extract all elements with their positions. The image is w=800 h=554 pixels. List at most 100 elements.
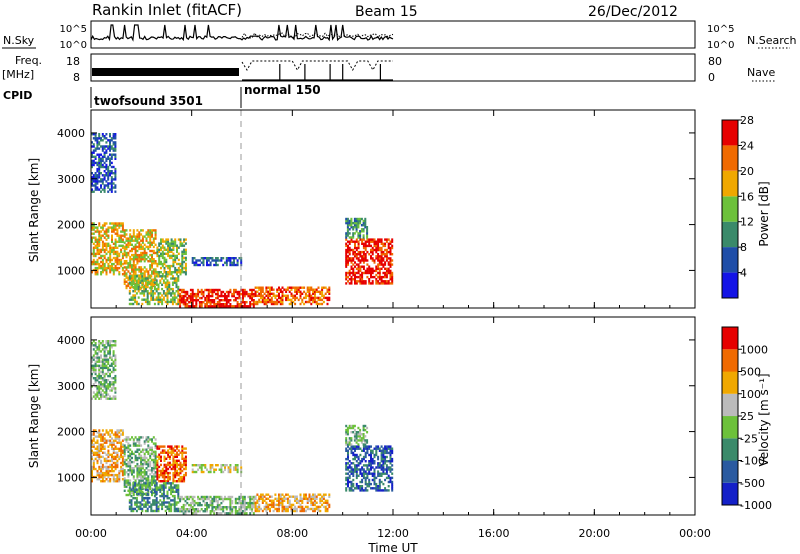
velocity-cell-r2: [170, 449, 173, 452]
power-cell-r6: [281, 300, 284, 304]
velocity-cell-r2: [176, 447, 178, 450]
velocity-cell-r7: [345, 457, 348, 461]
velocity-cell-r1: [132, 452, 135, 456]
velocity-cell-r6: [310, 501, 313, 504]
velocity-cell-r5: [209, 470, 212, 474]
power-data-cells: [91, 133, 394, 308]
velocity-cell-r3: [128, 486, 131, 489]
velocity-cell-r1: [134, 436, 137, 439]
velocity-cell-r1: [147, 452, 150, 456]
power-cell-r2: [181, 250, 184, 253]
velocity-cell-r4: [180, 497, 183, 501]
power-cell-r2: [184, 242, 187, 245]
velocity-cell-r3: [148, 486, 151, 489]
velocity-cell-r1: [132, 477, 135, 480]
velocity-cell-r2: [176, 445, 178, 448]
power-cell-r7: [389, 240, 392, 243]
velocity-cell-r9: [91, 342, 93, 345]
velocity-cell-r4: [202, 499, 205, 503]
velocity-cell-r1: [134, 450, 137, 453]
power-cell-r6: [256, 290, 259, 293]
power-cell-r7: [378, 248, 381, 252]
power-cell-r1: [149, 239, 152, 242]
velocity-cell-r0: [96, 459, 99, 463]
power-cell-r7: [355, 255, 358, 258]
velocity-cell-r7: [364, 472, 367, 475]
velocity-cell-r0: [120, 443, 123, 446]
power-cell-r8: [364, 219, 367, 223]
power-cell-r2: [183, 238, 186, 241]
velocity-cell-r7: [371, 460, 374, 463]
power-cell-r1: [151, 249, 153, 253]
power-cell-r7: [348, 240, 351, 243]
velocity-cell-r7: [375, 445, 378, 448]
velocity-cell-r0: [98, 451, 101, 454]
power-cell-r9: [96, 182, 99, 185]
power-cell-r0: [92, 248, 95, 252]
power-cell-r6: [281, 294, 284, 297]
power-cell-r4: [200, 305, 203, 308]
power-cell-r2: [167, 246, 170, 249]
velocity-cell-r8: [364, 441, 367, 444]
power-cell-r7: [345, 261, 348, 264]
velocity-cell-r6: [265, 509, 268, 513]
velocity-cell-r1: [125, 481, 128, 484]
velocity-cell-r2: [167, 467, 170, 471]
velocity-cell-r0: [100, 467, 103, 471]
velocity-cell-r9: [94, 370, 97, 374]
velocity-cell-r7: [347, 457, 349, 461]
power-cell-r0: [114, 244, 117, 247]
power-cell-r3: [161, 287, 164, 291]
power-cell-r7: [361, 280, 364, 283]
velocity-cell-r3: [164, 484, 167, 487]
power-cell-r0: [112, 250, 115, 254]
velocity-cell-r2: [177, 467, 180, 471]
power-cell-r2: [167, 238, 170, 241]
power-cell-r4: [179, 288, 182, 292]
power-cell-r7: [354, 253, 356, 256]
velocity-cell-r4: [243, 510, 246, 513]
velocity-cell-r3: [155, 490, 158, 493]
power-cell-r3: [132, 275, 135, 278]
velocity-cell-r4: [245, 512, 248, 515]
velocity-cell-r7: [362, 468, 365, 471]
velocity-cell-r7: [370, 445, 372, 448]
velocity-cell-r4: [186, 495, 189, 499]
power-cell-r4: [222, 290, 225, 294]
velocity-cell-r0: [121, 461, 124, 465]
power-cell-r6: [313, 288, 316, 291]
power-cell-r7: [366, 263, 369, 266]
power-cell-r0: [116, 240, 119, 243]
power-cell-r7: [359, 261, 362, 264]
power-cell-r2: [172, 246, 175, 249]
velocity-cell-r8: [350, 431, 353, 434]
velocity-cell-r9: [110, 377, 113, 380]
power-cell-r0: [118, 224, 121, 227]
velocity-cell-r0: [121, 467, 124, 471]
velocity-cell-r7: [364, 445, 367, 448]
power-cell-r4: [222, 299, 225, 302]
power-cell-r4: [193, 305, 196, 308]
power-cell-r8: [360, 230, 363, 233]
velocity-cell-r6: [315, 505, 318, 509]
power-cell-r4: [200, 303, 203, 306]
velocity-cell-r9: [98, 356, 101, 359]
velocity-cell-r9: [91, 385, 93, 388]
power-colorbar-tick-label: 20: [740, 165, 754, 178]
velocity-cell-r0: [98, 457, 101, 461]
velocity-cell-r9: [112, 354, 115, 357]
power-cell-r7: [377, 255, 380, 258]
velocity-cell-r3: [141, 497, 144, 500]
power-cell-r2: [167, 248, 170, 251]
velocity-cell-r6: [303, 493, 306, 496]
power-cell-r5: [229, 257, 232, 260]
power-cell-r3: [134, 277, 137, 280]
power-cell-r2: [163, 266, 166, 270]
velocity-cell-r9: [92, 356, 95, 359]
power-cell-r8: [348, 224, 351, 227]
velocity-cell-r4: [202, 497, 205, 501]
power-cell-r0: [121, 246, 124, 249]
velocity-cell-r7: [354, 449, 356, 452]
power-cell-r6: [258, 288, 261, 291]
velocity-cell-r6: [301, 499, 304, 502]
